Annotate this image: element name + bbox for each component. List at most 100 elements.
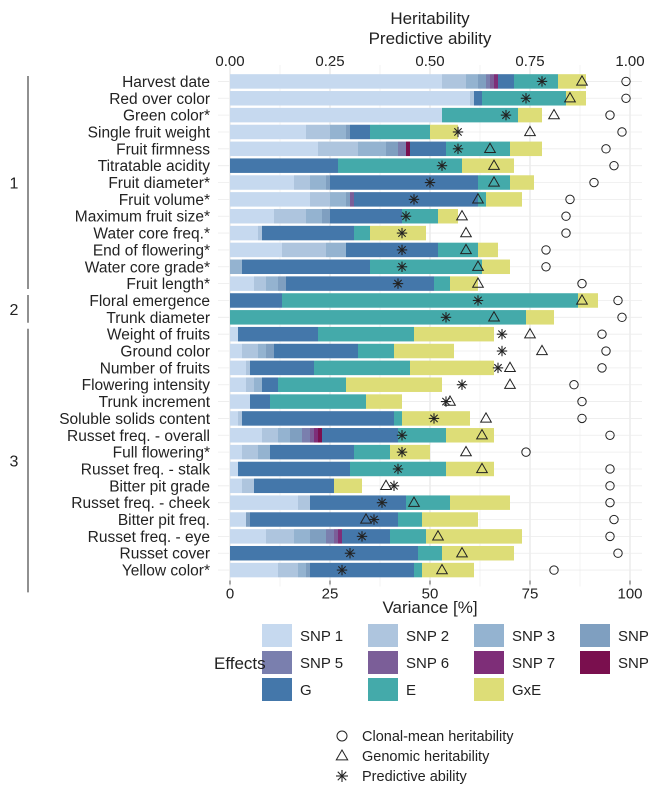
bar-segment-e (478, 175, 510, 190)
category-label: Russet freq. - cheek (71, 495, 210, 512)
legend-marker-label: Predictive ability (362, 769, 468, 785)
bar-segment-gxe (346, 377, 442, 392)
group-label: 3 (10, 454, 19, 471)
bar-segment-snp-1 (230, 107, 442, 123)
triangle-marker (471, 277, 485, 288)
bar-segment-g (242, 411, 394, 426)
asterisk-stroke (441, 313, 451, 322)
triangle-marker (479, 411, 493, 423)
asterisk-stroke (337, 771, 347, 781)
bar-segment-e (370, 124, 430, 140)
legend-marker-label: Genomic heritability (362, 749, 490, 765)
bar-segment-gxe (394, 343, 454, 359)
bar-segment-gxe (422, 562, 474, 578)
bottom-tick-label: 0 (226, 586, 234, 603)
triangle-marker (459, 226, 473, 238)
bar-segment-snp-1 (230, 343, 242, 359)
asterisk-stroke (393, 464, 403, 474)
bar-segment-snp-1 (230, 276, 254, 291)
bar-segment-snp-1 (230, 124, 306, 140)
bar-segment-g (262, 225, 354, 241)
bar-segment-snp-1 (230, 141, 318, 157)
legend-swatch-gxe (474, 678, 504, 701)
legend-swatch-snp-3 (474, 624, 504, 647)
bar-segment-snp-1 (230, 242, 282, 258)
circle-marker (605, 481, 615, 491)
asterisk-stroke (493, 363, 503, 372)
asterisk-stroke (497, 346, 507, 356)
bar-segment-snp-2 (274, 208, 306, 224)
circle-marker (541, 262, 551, 272)
bar-segment-gxe (450, 276, 478, 291)
legend-label: GxE (512, 682, 541, 699)
bar-segment-gxe (510, 141, 542, 157)
circle-marker (541, 245, 551, 255)
top-tick-label: 1.00 (615, 53, 644, 70)
triangle-marker (459, 243, 473, 255)
triangle-marker (503, 361, 517, 373)
bar-segment-snp-5 (302, 428, 310, 443)
bottom-axis-title: Variance [%] (382, 598, 477, 617)
bar-segment-snp-2 (258, 225, 262, 241)
category-label: Maximum fruit size* (75, 209, 210, 226)
bar-segment-snp-3 (310, 175, 326, 190)
legend-swatch-snp-7 (474, 651, 504, 674)
asterisk-stroke (389, 481, 399, 490)
legend-swatch-snp-8 (580, 651, 610, 674)
category-label: Trunk increment (99, 394, 211, 411)
bar-segment-gxe (366, 394, 402, 409)
circle-marker (613, 295, 623, 306)
bar-segment-gxe (430, 124, 458, 140)
bar-segment-snp-6 (310, 428, 314, 443)
bottom-tick-label: 50 (422, 586, 439, 603)
bar-segment-e (398, 512, 422, 527)
bottom-axis-ticks: 0 25 50 75 100 (226, 580, 643, 603)
asterisk-stroke (397, 448, 407, 457)
bar-segment-snp-2 (242, 343, 258, 359)
legend-swatch-g (262, 678, 292, 701)
bar-segment-g (238, 326, 318, 342)
circle-marker (577, 396, 587, 407)
bar-segment-snp-1 (230, 225, 258, 241)
category-label: Ground color (120, 344, 210, 361)
category-label: Fruit length* (126, 276, 210, 293)
bar-segment-snp-1 (230, 512, 246, 527)
asterisk-stroke (397, 229, 407, 238)
bar-segment-e (514, 74, 558, 89)
bar-segment-snp-2 (306, 124, 330, 140)
bar-segment-gxe (426, 529, 522, 544)
category-label: Water core grade* (85, 259, 210, 276)
bar-segment-snp-3 (266, 276, 278, 291)
bar-segment-snp-4 (322, 208, 330, 224)
asterisk-stroke (377, 498, 387, 507)
asterisk-stroke (425, 178, 435, 187)
bar-segment-gxe (478, 242, 498, 258)
triangle-marker (575, 293, 589, 305)
circle-marker (613, 548, 623, 558)
bar-segment-e (354, 225, 370, 241)
legend-label: SNP 6 (406, 655, 449, 672)
bar-segment-snp-6 (334, 529, 338, 544)
triangle-marker (471, 260, 485, 271)
bar-segment-snp-3 (254, 377, 262, 392)
category-label: Full flowering* (113, 445, 210, 462)
bar-segment-g (230, 158, 338, 173)
legend-title: Effects (214, 654, 266, 673)
bar-segment-snp-2 (246, 377, 254, 392)
bottom-tick-label: 75 (522, 586, 539, 603)
bar-segment-snp-1 (230, 411, 238, 426)
bar-segment-snp-2 (278, 562, 298, 578)
triangle-marker (335, 748, 349, 761)
category-label: Floral emergence (89, 293, 210, 310)
top-axis-title-line-1: Heritability (390, 9, 470, 28)
category-label: Trunk diameter (106, 310, 210, 327)
bar-segment-snp-2 (294, 175, 310, 190)
bar-segment-snp-8 (318, 428, 322, 443)
bar-segment-e (338, 158, 462, 173)
triangle-marker (379, 479, 393, 490)
bar-segment-e (314, 360, 410, 376)
bar-segment-gxe (510, 175, 534, 190)
bar-segment-snp-3 (358, 141, 386, 157)
bar-segment-snp-7 (494, 74, 498, 89)
bar-segment-snp-2 (254, 276, 266, 291)
